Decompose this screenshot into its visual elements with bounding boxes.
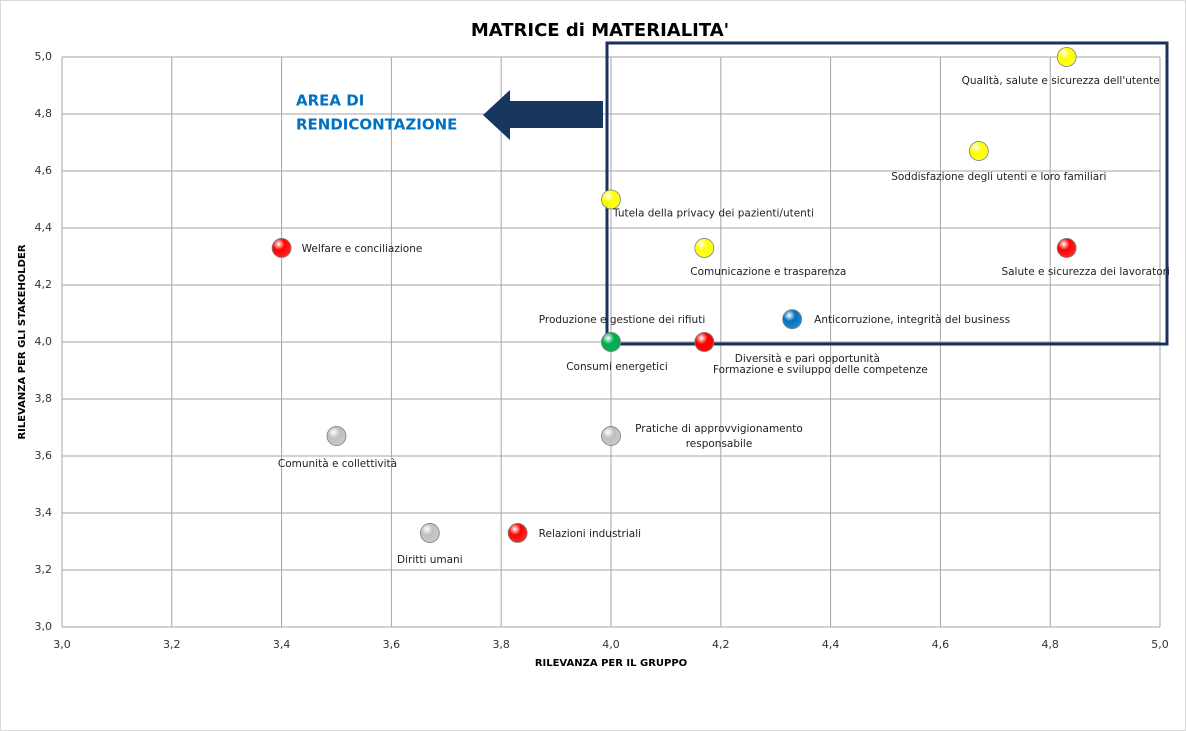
point [601,189,621,210]
y-tick-label: 3,4 [35,506,53,519]
point-label: Soddisfazione degli utenti e loro famili… [891,171,1106,183]
point-label: responsabile [686,438,753,450]
chart-title: MATRICE di MATERIALITA' [471,20,729,41]
y-axis-label: RILEVANZA PER GLI STAKEHOLDER [17,244,28,439]
point [271,238,292,258]
point-label: Formazione e sviluppo delle competenze [713,364,928,376]
point [1056,47,1077,67]
arrow [483,90,603,140]
point-label: Relazioni industriali [539,528,641,540]
y-tick-label: 4,0 [35,335,53,348]
y-tick-label: 4,2 [35,278,53,291]
x-tick-label: 4,0 [602,638,620,651]
point-label: Qualità, salute e sicurezza dell'utente [962,75,1160,87]
point-label: Diritti umani [397,554,463,566]
x-tick-label: 3,8 [492,638,510,651]
y-tick-label: 3,8 [35,392,53,405]
point [1056,238,1077,258]
point-label: Consumi energetici [566,361,668,373]
point [507,523,528,543]
point [419,523,440,543]
point-label: Welfare e conciliazione [302,243,423,255]
point-label: Pratiche di approvvigionamento [635,423,803,435]
point-label: Comunità e collettività [278,458,397,470]
point [601,332,621,352]
x-tick-label: 3,4 [273,638,291,651]
x-tick-label: 4,8 [1041,638,1059,651]
y-tick-label: 5,0 [35,50,53,63]
point-label: Produzione e gestione dei rifiuti [539,314,706,326]
y-tick-label: 4,6 [35,164,53,177]
x-tick-label: 4,2 [712,638,730,651]
x-tick-label: 3,2 [163,638,181,651]
annotation: RENDICONTAZIONE [296,116,457,134]
y-tick-label: 3,6 [35,449,53,462]
y-tick-label: 3,0 [35,620,53,633]
point-label: Tutela della privacy dei pazienti/utenti [612,208,814,220]
x-tick-label: 4,6 [932,638,950,651]
y-tick-label: 3,2 [35,563,53,576]
point-label: Anticorruzione, integrità del business [814,314,1010,326]
x-tick-label: 4,4 [822,638,840,651]
x-tick-label: 3,6 [383,638,401,651]
point [694,332,715,352]
y-tick-label: 4,4 [35,221,53,234]
point-label: Comunicazione e trasparenza [690,266,846,278]
x-tick-label: 5,0 [1151,638,1169,651]
point [326,426,347,446]
x-axis-label: RILEVANZA PER IL GRUPPO [535,658,687,669]
point-label: Diversità e pari opportunità [735,353,880,365]
point [601,426,621,446]
point [968,141,989,161]
point [694,238,715,258]
grid [61,56,1161,628]
x-tick-label: 3,0 [53,638,71,651]
point [782,309,803,330]
annotation: AREA DI [296,92,364,110]
y-tick-label: 4,8 [35,107,53,120]
point-label: Salute e sicurezza dei lavoratori [1001,266,1169,278]
